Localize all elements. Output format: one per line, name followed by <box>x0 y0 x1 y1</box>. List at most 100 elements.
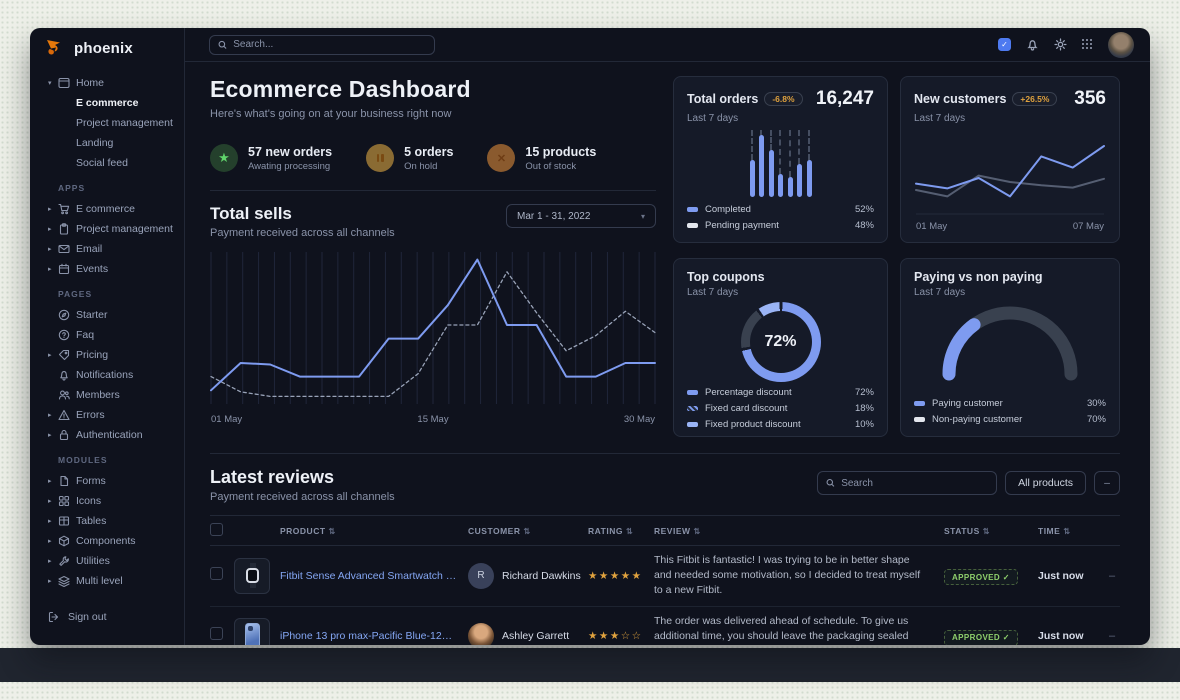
window-icon <box>58 77 70 89</box>
row-more-button[interactable]: – <box>1108 630 1116 643</box>
bell-icon[interactable] <box>1026 38 1039 51</box>
row-checkbox[interactable] <box>210 627 223 641</box>
sidebar-item-sign-out[interactable]: Sign out <box>48 611 107 623</box>
sidebar-item-label: Project management <box>76 223 173 235</box>
sidebar-item-icons[interactable]: ▸ Icons <box>30 491 184 511</box>
date-range-select[interactable]: Mar 1 - 31, 2022 ▾ <box>506 204 656 228</box>
sidebar-item-utilities[interactable]: ▸ Utilities <box>30 551 184 571</box>
sidebar-item-events[interactable]: ▸ Events <box>30 259 184 279</box>
customer-avatar[interactable] <box>468 623 494 645</box>
lock-icon <box>58 429 70 441</box>
logo-text: phoenix <box>74 39 133 57</box>
sort-icon: ⇅ <box>1063 526 1071 536</box>
card-title: Total orders <box>687 92 759 106</box>
search-input[interactable] <box>233 39 426 50</box>
settings-gear-icon[interactable] <box>1054 38 1067 51</box>
time-value: Just now <box>1038 569 1084 582</box>
col-time[interactable]: TIME ⇅ <box>1038 525 1071 536</box>
total-sells-chart: 01 May 15 May 30 May <box>210 252 656 425</box>
apps-grid-icon[interactable] <box>1082 39 1093 50</box>
sidebar-section-heading: PAGES <box>58 289 93 299</box>
col-review[interactable]: REVIEW ⇅ <box>654 525 701 536</box>
sidebar-item-label: Utilities <box>76 555 110 567</box>
caret-right-icon: ▸ <box>48 578 52 585</box>
clipboard-icon <box>58 223 70 235</box>
kpi-cards: Total orders -6.8% 16,247 Last 7 days Co… <box>673 76 1120 437</box>
col-product[interactable]: PRODUCT ⇅ <box>280 525 336 536</box>
customer-avatar[interactable]: R <box>468 562 494 589</box>
col-rating[interactable]: RATING ⇅ <box>588 525 634 536</box>
sidebar-item-faq[interactable]: Faq <box>30 325 184 345</box>
card-period: Last 7 days <box>687 287 739 298</box>
product-link[interactable]: iPhone 13 pro max-Pacific Blue-128GB sto… <box>280 630 468 643</box>
theme-toggle[interactable]: ✓ <box>998 38 1011 51</box>
sidebar-subitem-e-commerce[interactable]: E commerce <box>76 97 139 109</box>
sidebar-subitem-project-management[interactable]: Project management <box>76 117 173 129</box>
stat-label: Out of stock <box>525 160 577 172</box>
cube-icon <box>58 535 70 547</box>
trend-badge: +26.5% <box>1012 92 1058 106</box>
sidebar-item-email[interactable]: ▸ Email <box>30 239 184 259</box>
pause-icon <box>359 144 395 175</box>
star-icon: ★ <box>203 144 238 175</box>
stat-value: 57 new orders <box>248 144 333 159</box>
row-more-button[interactable]: – <box>1108 569 1116 582</box>
sidebar-item-label: Icons <box>76 495 102 507</box>
donut-center-value: 72% <box>764 333 797 350</box>
reviews-title: Latest reviews <box>210 467 335 487</box>
sidebar-item-tables[interactable]: ▸ Tables <box>30 511 184 531</box>
phoenix-logo[interactable]: phoenix <box>30 28 184 57</box>
table-icon <box>58 515 70 527</box>
stats-row: ★ 57 new orders Awating processing 5 ord… <box>203 144 656 175</box>
sidebar-item-components[interactable]: ▸ Components <box>30 531 184 551</box>
legend-swatch <box>687 406 698 411</box>
sidebar-item-label: Pricing <box>76 349 109 361</box>
reviews-search-input[interactable] <box>841 477 989 489</box>
col-customer[interactable]: CUSTOMER ⇅ <box>468 525 531 536</box>
all-products-filter[interactable]: All products <box>1005 471 1086 495</box>
sidebar-item-pricing[interactable]: ▸ Pricing <box>30 345 184 365</box>
sidebar-item-errors[interactable]: ▸ Errors <box>30 405 184 425</box>
sidebar-item-members[interactable]: Members <box>30 385 184 405</box>
row-checkbox[interactable] <box>210 566 223 580</box>
sidebar-item-home[interactable]: ▾ Home <box>30 73 184 93</box>
product-thumbnail[interactable] <box>234 557 270 594</box>
product-link[interactable]: Fitbit Sense Advanced Smartwatch with To… <box>280 569 468 582</box>
time-value: Just now <box>1038 630 1084 643</box>
sidebar-item-label: Faq <box>76 329 95 341</box>
page-subtitle: Here's what's going on at your business … <box>210 108 452 120</box>
sidebar-item-starter[interactable]: Starter <box>30 305 184 325</box>
user-avatar[interactable] <box>1108 31 1134 58</box>
legend-item: Paying customer 30% <box>914 398 1106 409</box>
select-all-checkbox[interactable] <box>210 523 223 536</box>
caret-right-icon: ▸ <box>48 412 52 419</box>
svg-text:01 May: 01 May <box>211 414 242 425</box>
sidebar-item-multi-level[interactable]: ▸ Multi level <box>30 571 184 591</box>
sidebar: phoenix ▾ Home E commerce Project managemen… <box>30 28 185 645</box>
legend-swatch <box>687 207 698 212</box>
topbar-search[interactable] <box>209 34 435 55</box>
sidebar-item-project-management[interactable]: ▸ Project management <box>30 219 184 239</box>
more-actions-button[interactable]: – <box>1094 471 1120 495</box>
sidebar-item-label: Email <box>76 243 103 255</box>
caret-right-icon: ▸ <box>48 558 52 565</box>
card-new-customers: New customers +26.5% 356 Last 7 days 01 … <box>900 76 1120 243</box>
sidebar-subitem-landing[interactable]: Landing <box>76 137 114 149</box>
legend-swatch <box>914 417 925 422</box>
legend-item: Completed 52% <box>687 204 874 215</box>
sort-icon: ⇅ <box>625 526 634 536</box>
sidebar-item-label: Home <box>76 77 105 89</box>
sidebar-item-authentication[interactable]: ▸ Authentication <box>30 425 184 445</box>
sidebar-item-notifications[interactable]: Notifications <box>30 365 184 385</box>
sidebar-item-forms[interactable]: ▸ Forms <box>30 471 184 491</box>
order-bar <box>749 130 755 197</box>
col-status[interactable]: STATUS ⇅ <box>944 525 990 536</box>
sidebar-subitem-social-feed[interactable]: Social feed <box>76 157 128 169</box>
product-thumbnail[interactable] <box>234 618 270 645</box>
caret-right-icon: ▸ <box>48 518 52 525</box>
trend-badge: -6.8% <box>764 92 803 106</box>
reviews-search[interactable] <box>817 471 998 495</box>
sidebar-item-ecommerce[interactable]: ▸ E commerce <box>30 199 184 219</box>
sidebar-item-label: Starter <box>76 309 108 321</box>
order-bar <box>797 130 802 197</box>
